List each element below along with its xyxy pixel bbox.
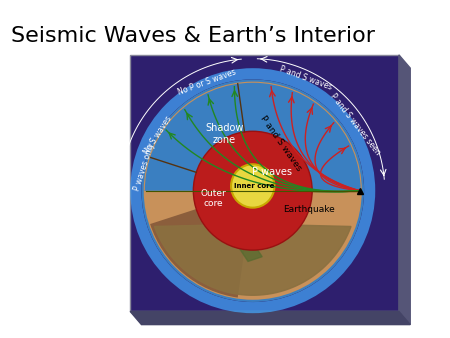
Polygon shape <box>238 243 262 261</box>
Polygon shape <box>130 311 410 324</box>
Text: Inner core: Inner core <box>234 183 275 189</box>
Text: P and S waves seen: P and S waves seen <box>329 92 382 157</box>
Wedge shape <box>144 82 362 191</box>
Wedge shape <box>145 83 361 191</box>
Text: P and S waves: P and S waves <box>278 65 333 92</box>
Polygon shape <box>154 224 351 295</box>
Polygon shape <box>399 55 410 324</box>
Wedge shape <box>150 191 253 297</box>
Text: P and S waves: P and S waves <box>259 114 303 173</box>
Text: Earthquake: Earthquake <box>284 205 335 214</box>
Text: No S waves: No S waves <box>142 114 173 156</box>
Circle shape <box>231 164 274 208</box>
Text: No P or S waves: No P or S waves <box>176 68 237 97</box>
Text: P waves only: P waves only <box>132 142 157 192</box>
Wedge shape <box>144 191 362 300</box>
Circle shape <box>141 79 364 302</box>
Text: Shadow
zone: Shadow zone <box>205 123 243 145</box>
Text: P waves: P waves <box>252 167 292 177</box>
Text: Seismic Waves & Earth’s Interior: Seismic Waves & Earth’s Interior <box>11 26 375 46</box>
Bar <box>130 55 399 311</box>
Circle shape <box>194 131 312 250</box>
Text: Outer
core: Outer core <box>200 189 226 208</box>
